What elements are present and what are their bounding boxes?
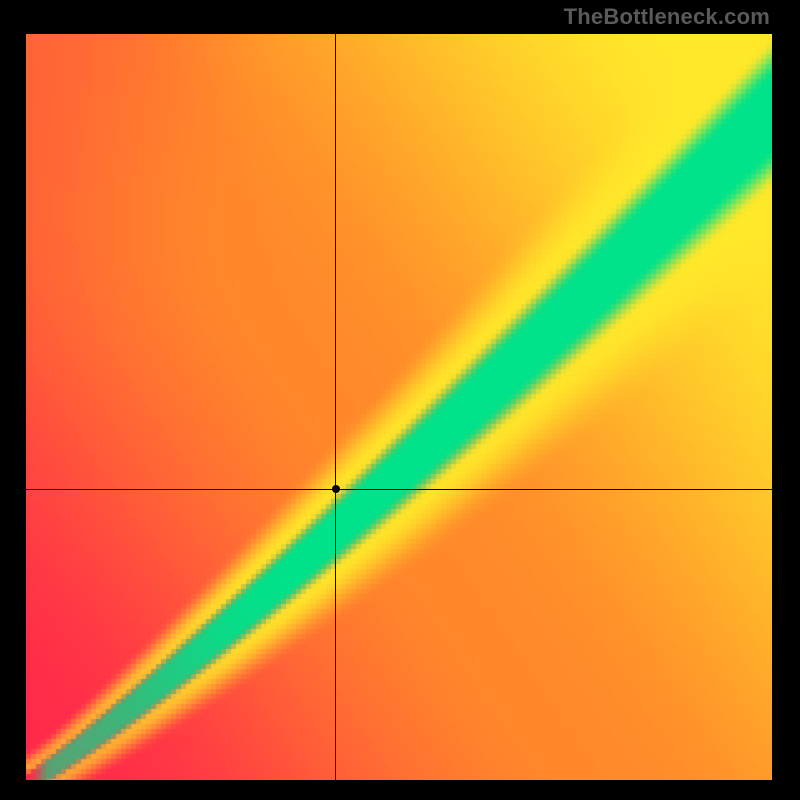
crosshair-horizontal [26,489,772,490]
bottleneck-point [332,485,340,493]
watermark-text: TheBottleneck.com [564,4,770,30]
heatmap-chart [26,34,772,780]
crosshair-vertical [335,34,336,780]
heatmap-canvas [26,34,772,780]
